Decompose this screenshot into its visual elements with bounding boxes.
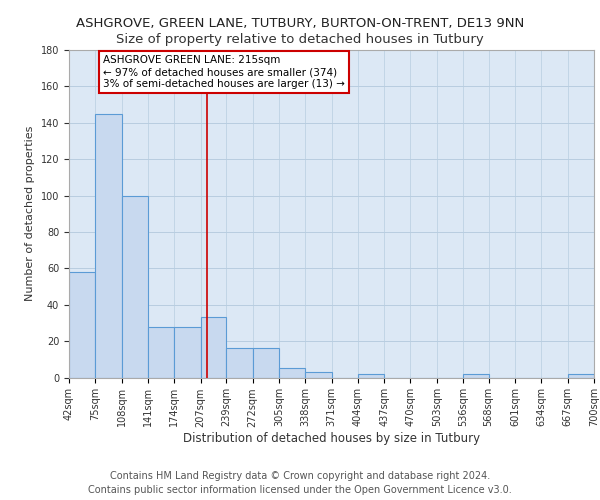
Bar: [95, 114, 122, 378]
Text: ASHGROVE, GREEN LANE, TUTBURY, BURTON-ON-TRENT, DE13 9NN: ASHGROVE, GREEN LANE, TUTBURY, BURTON-ON…: [76, 18, 524, 30]
Bar: [148, 326, 175, 378]
Bar: [279, 368, 305, 378]
Bar: [122, 196, 148, 378]
Bar: [175, 326, 200, 378]
X-axis label: Distribution of detached houses by size in Tutbury: Distribution of detached houses by size …: [183, 432, 480, 446]
Text: Size of property relative to detached houses in Tutbury: Size of property relative to detached ho…: [116, 32, 484, 46]
Bar: [305, 372, 331, 378]
Bar: [200, 318, 226, 378]
Bar: [568, 374, 594, 378]
Bar: [358, 374, 384, 378]
Bar: [463, 374, 488, 378]
Bar: [69, 272, 95, 378]
Bar: [226, 348, 253, 378]
Bar: [253, 348, 279, 378]
Text: ASHGROVE GREEN LANE: 215sqm
← 97% of detached houses are smaller (374)
3% of sem: ASHGROVE GREEN LANE: 215sqm ← 97% of det…: [103, 56, 345, 88]
Text: Contains HM Land Registry data © Crown copyright and database right 2024.
Contai: Contains HM Land Registry data © Crown c…: [88, 471, 512, 495]
Y-axis label: Number of detached properties: Number of detached properties: [25, 126, 35, 302]
